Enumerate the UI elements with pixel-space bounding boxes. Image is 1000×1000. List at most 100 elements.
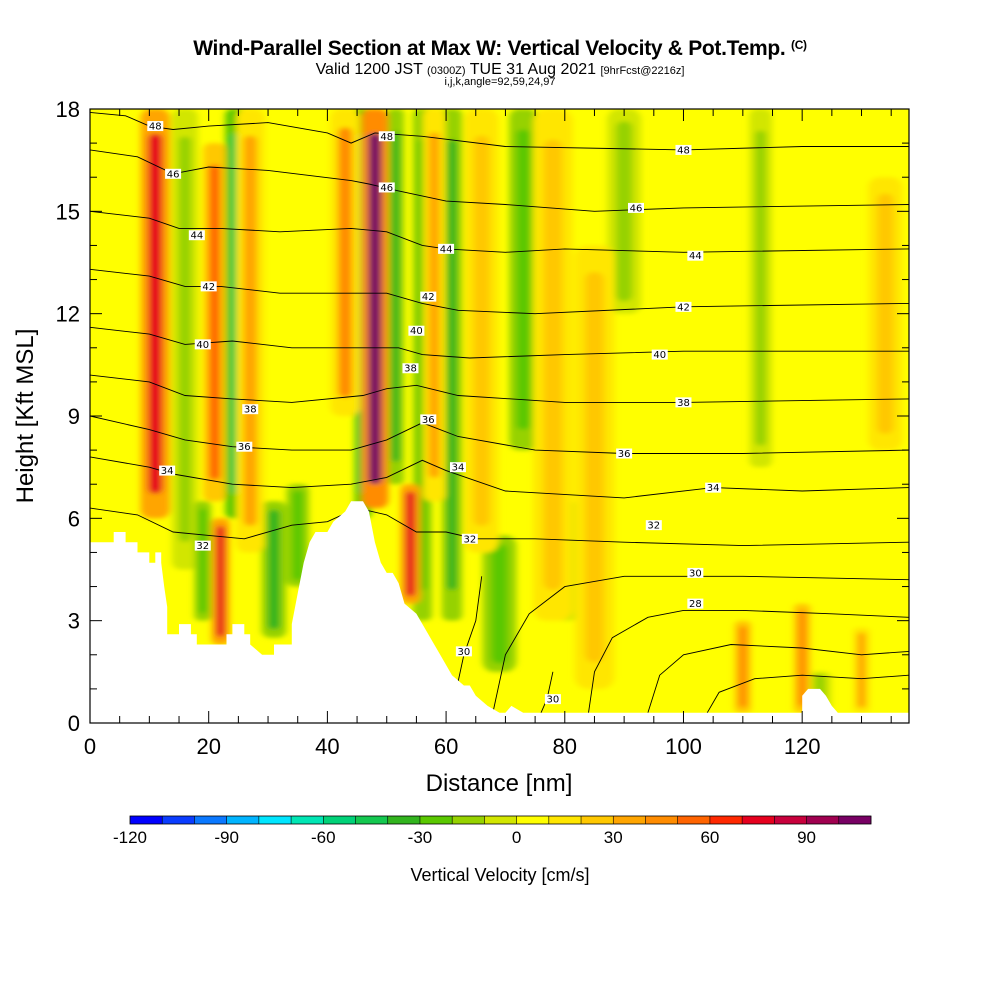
y-tick-label: 9 — [68, 404, 80, 429]
contour-label: 40 — [653, 350, 666, 361]
theta-contour-line — [647, 644, 909, 713]
updraft-column — [543, 139, 563, 590]
downdraft-column — [391, 131, 400, 462]
colorbar-swatch — [613, 816, 646, 824]
contour-label-bg — [159, 465, 176, 476]
theta-contour-line — [493, 575, 909, 710]
x-tick-label: 100 — [665, 734, 702, 759]
contour-label: 28 — [689, 599, 702, 610]
updraft-column — [428, 132, 440, 478]
contour-label-bg — [675, 397, 692, 408]
contour-label: 38 — [404, 364, 417, 375]
downdraft-column — [616, 121, 633, 302]
theta-contour-line — [90, 374, 909, 403]
downdraft-column — [447, 139, 457, 590]
theta-contour-labels: 48 48 48 46 46 46 44 44 44 42 42 42 40 40 40 38 38 38 36 36… — [147, 121, 722, 706]
plot-area: 48 48 48 46 46 46 44 44 44 42 42 42 40 40 40 38 38 38 36 36… — [90, 109, 909, 723]
field-layer: 48 48 48 46 46 46 44 44 44 42 42 42 40 40 40 38 38 38 36 36… — [90, 109, 909, 723]
colorbar-swatch — [581, 816, 614, 824]
contour-label-bg — [544, 694, 561, 705]
theta-contour-line — [90, 507, 909, 547]
colorbar-swatch — [548, 816, 582, 824]
contour-label: 30 — [458, 647, 471, 658]
contour-label: 44 — [440, 244, 453, 255]
contour-label-bg — [455, 646, 472, 657]
contour-label-bg — [438, 243, 455, 254]
colorbar-tick-label: -90 — [214, 828, 239, 847]
contour-label-bg — [188, 230, 205, 241]
colorbar-tick-label: -30 — [408, 828, 433, 847]
colorbar-frame — [129, 815, 872, 825]
copyright-mark: (C) — [791, 38, 807, 52]
x-tick-label: 60 — [434, 734, 458, 759]
colorbar-tick-label: -120 — [113, 828, 147, 847]
contour-label-bg — [687, 598, 704, 609]
updraft-column — [216, 525, 225, 637]
contour-label: 36 — [422, 415, 435, 426]
colorbar-tick-label: -60 — [311, 828, 336, 847]
colorbar-tick-label: 90 — [797, 828, 816, 847]
colorbar-swatch — [806, 816, 840, 824]
contour-label: 40 — [196, 340, 209, 351]
colorbar-swatch — [452, 816, 485, 824]
contour-label: 30 — [547, 695, 560, 706]
theta-contour-line — [90, 456, 909, 499]
contour-label-bg — [236, 441, 253, 452]
contour-label-bg — [651, 349, 668, 360]
x-tick-label: 40 — [315, 734, 339, 759]
x-tick-label: 80 — [553, 734, 577, 759]
updraft-column — [368, 132, 382, 485]
y-tick-label: 18 — [56, 97, 80, 122]
title-text: Wind-Parallel Section at Max W: Vertical… — [193, 37, 786, 60]
contour-label-bg — [687, 567, 704, 578]
theta-contour-line — [90, 268, 909, 315]
contour-label: 36 — [238, 442, 251, 453]
contour-label-bg — [378, 131, 395, 142]
updraft-column — [148, 133, 163, 494]
index-line: i,j,k,angle=92,59,24,97 — [444, 76, 556, 88]
theta-contour-line — [706, 674, 909, 714]
contour-label: 42 — [202, 282, 215, 293]
downdraft-column — [178, 136, 192, 542]
colorbar-swatch — [677, 816, 711, 824]
valid-date: TUE 31 Aug 2021 — [469, 61, 597, 78]
contour-label: 32 — [463, 534, 476, 545]
contour-label-bg — [408, 325, 425, 336]
colorbar-swatch — [130, 816, 163, 824]
downdraft-column — [755, 130, 766, 446]
valid-prefix: Valid 1200 JST — [315, 61, 423, 78]
contour-label: 34 — [707, 483, 720, 494]
contour-label: 36 — [618, 449, 631, 460]
colorbar-swatch — [162, 816, 195, 824]
contour-label: 46 — [167, 169, 180, 180]
forecast-info: [9hrFcst@2216z] — [600, 65, 685, 77]
contour-label: 46 — [380, 183, 393, 194]
x-tick-label: 120 — [784, 734, 821, 759]
updraft-column — [473, 135, 490, 526]
contour-label-bg — [378, 182, 395, 193]
contour-label-bg — [165, 168, 182, 179]
x-tick-label: 0 — [84, 734, 96, 759]
colorbar-swatch — [645, 816, 678, 824]
colorbar-swatch — [226, 816, 260, 824]
contour-label-bg — [705, 482, 722, 493]
terrain-mask — [90, 501, 909, 723]
contour-label-bg — [687, 250, 704, 261]
updraft-column — [405, 491, 416, 597]
contour-label-bg — [628, 202, 644, 213]
y-tick-label: 15 — [56, 199, 80, 224]
theta-contour-line — [90, 210, 909, 253]
colorbar-swatch — [323, 816, 356, 824]
updraft-column — [798, 610, 807, 707]
contour-label: 46 — [630, 203, 643, 214]
contour-label: 38 — [244, 405, 257, 416]
updraft-column — [338, 127, 353, 398]
theta-contour-line — [90, 326, 909, 359]
contour-label: 48 — [677, 145, 690, 156]
colorbar-swatch — [516, 816, 550, 824]
chart-subtitle: Valid 1200 JST (0300Z) TUE 31 Aug 2021 [… — [0, 61, 1000, 79]
updraft-column — [877, 193, 894, 434]
contour-label: 34 — [161, 466, 174, 477]
contour-label-bg — [200, 281, 217, 292]
contour-label: 48 — [149, 122, 162, 133]
